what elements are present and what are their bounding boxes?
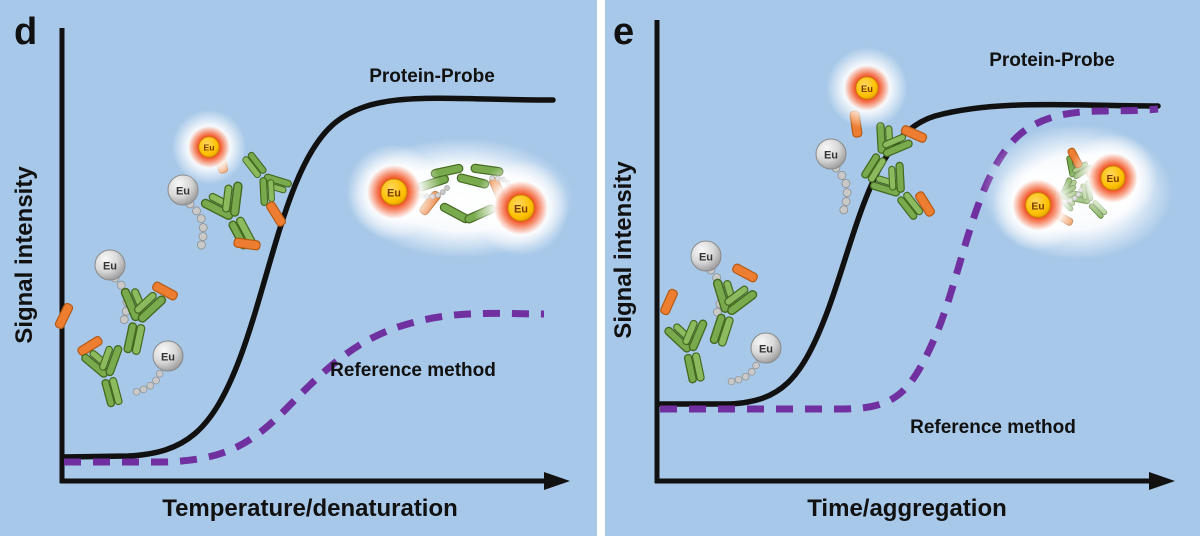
x-axis-arrow [544, 472, 570, 490]
bead-chain [823, 161, 860, 216]
reference-method-label: Reference method [910, 417, 1076, 438]
panel-d-canvas: Eu Eu Eu Eu [11, 11, 574, 522]
reference-method-label: Reference method [330, 360, 496, 381]
peptide-fragment [53, 301, 75, 331]
eu-label: Eu [103, 261, 117, 273]
eu-label: Eu [176, 186, 190, 198]
europium-probe-glow: Eu [472, 159, 570, 257]
peptide-fragment [232, 237, 262, 251]
x-axis-label: Temperature/denaturation [162, 495, 458, 522]
eu-label: Eu [161, 352, 175, 364]
europium-donor-bead: Eu [94, 249, 126, 281]
protein-probe-label: Protein-Probe [369, 66, 495, 87]
y-axis-label: Signal intensity [610, 161, 637, 339]
europium-probe-glow: Eu [825, 46, 909, 130]
panel-letter: e [613, 11, 634, 53]
europium-probe-glow: Eu [171, 109, 247, 185]
eu-label: Eu [514, 204, 528, 216]
panel-e-canvas: Eu Eu Eu Eu [610, 11, 1175, 522]
panel-d: Eu Eu Eu Eu [0, 0, 597, 536]
x-axis-arrow [1149, 472, 1175, 490]
europium-donor-bead: Eu [152, 340, 184, 372]
reference-method-curve [660, 105, 1159, 413]
europium-probe-glow: Eu [991, 158, 1085, 252]
eu-label: Eu [1031, 201, 1044, 212]
protein-probe-label: Protein-Probe [989, 50, 1115, 71]
antibody [660, 312, 721, 388]
protein-probe-curve [61, 95, 556, 460]
eu-label: Eu [861, 84, 873, 94]
peptide-fragment [659, 287, 679, 317]
eu-label: Eu [759, 344, 773, 356]
eu-label: Eu [1107, 174, 1120, 185]
europium-probe-glow: Eu [345, 143, 443, 241]
europium-donor-bead: Eu [815, 138, 847, 170]
y-axis-label: Signal intensity [11, 166, 38, 344]
antibody [693, 271, 762, 353]
eu-label: Eu [824, 150, 838, 162]
panel-e: Eu Eu Eu Eu [605, 0, 1200, 536]
panel-letter: d [14, 11, 37, 53]
peptide-fragment [730, 262, 760, 284]
eu-label: Eu [699, 252, 713, 264]
x-axis-label: Time/aggregation [807, 495, 1007, 522]
europium-donor-bead: Eu [750, 332, 782, 364]
europium-donor-bead: Eu [690, 240, 722, 272]
europium-probe-glow: Eu [1068, 133, 1158, 223]
europium-donor-bead: Eu [167, 174, 199, 206]
eu-label: Eu [204, 143, 215, 153]
eu-label: Eu [387, 188, 401, 200]
